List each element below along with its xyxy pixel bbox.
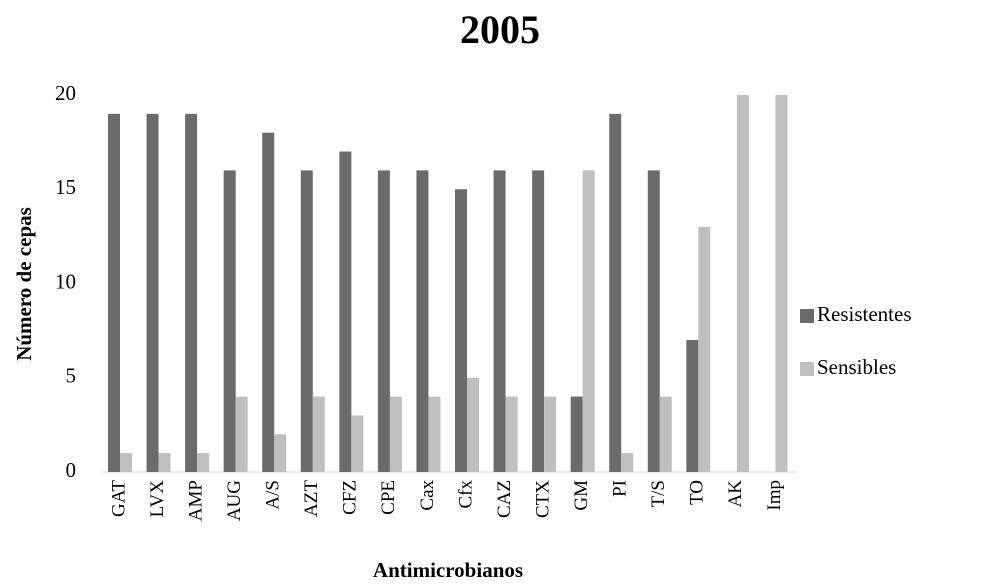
bar — [416, 170, 429, 472]
x-axis-label: Antimicrobianos — [373, 558, 523, 582]
y-tick-label: 0 — [66, 458, 77, 482]
bar — [351, 415, 364, 472]
y-axis-label: Número de cepas — [12, 207, 36, 361]
x-tick-label: GAT — [108, 480, 129, 517]
bar — [185, 113, 198, 472]
x-tick-label: PI — [610, 480, 631, 497]
x-tick-label: AK — [725, 480, 746, 508]
x-tick-label: Imp — [764, 480, 785, 511]
bar — [428, 396, 441, 472]
x-tick-label: Cfx — [455, 480, 476, 509]
x-tick-label: CTX — [532, 480, 553, 518]
bar — [120, 453, 132, 472]
x-tick-label: LVX — [147, 480, 168, 518]
bar — [197, 453, 210, 472]
bar — [647, 170, 660, 472]
legend-label: Sensibles — [817, 355, 896, 379]
bar — [158, 453, 171, 472]
legend-swatch — [800, 309, 814, 323]
bar — [455, 189, 467, 472]
bar — [262, 132, 275, 472]
y-tick-label: 5 — [66, 364, 77, 388]
legend-swatch — [800, 362, 814, 376]
x-tick-label: TO — [687, 480, 708, 505]
bar — [582, 170, 595, 472]
bar — [235, 396, 248, 472]
bar — [493, 170, 506, 472]
bar — [544, 396, 557, 472]
x-tick-label: AZT — [301, 480, 322, 517]
x-tick-label: AUG — [224, 480, 245, 521]
y-tick-label: 10 — [55, 269, 76, 293]
x-tick-label: AMP — [185, 480, 206, 521]
x-tick-label: CAZ — [494, 480, 515, 518]
x-tick-label: Cax — [417, 480, 438, 511]
bar — [505, 396, 518, 472]
bar — [736, 95, 749, 472]
bar — [377, 170, 390, 472]
bar — [570, 396, 583, 472]
bar — [389, 396, 402, 472]
chart-title: 2005 — [460, 7, 540, 52]
bar — [609, 113, 622, 472]
x-tick-label: T/S — [648, 480, 669, 507]
bar — [659, 396, 672, 472]
bar — [621, 453, 634, 472]
bar — [300, 170, 313, 472]
y-tick-label: 15 — [55, 175, 76, 199]
x-tick-label: GM — [571, 480, 592, 511]
x-tick-label: A/S — [263, 480, 284, 510]
bar — [339, 151, 352, 473]
bar — [775, 95, 788, 472]
x-tick-label: CFZ — [340, 480, 361, 515]
legend-label: Resistentes — [817, 302, 912, 326]
bar — [274, 434, 287, 472]
bar — [312, 396, 325, 472]
bar — [686, 340, 699, 472]
bar — [108, 113, 120, 472]
bar — [146, 113, 159, 472]
x-tick-label: CPE — [378, 480, 399, 515]
y-tick-label: 20 — [55, 81, 76, 105]
bar — [532, 170, 545, 472]
bar — [467, 377, 479, 472]
bar — [698, 226, 711, 472]
bar — [223, 170, 236, 472]
